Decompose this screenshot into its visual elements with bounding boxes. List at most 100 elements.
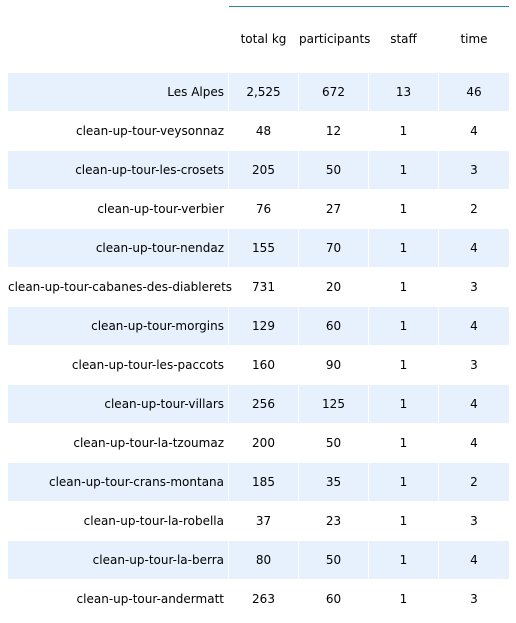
row-staff-cell: 1	[399, 280, 408, 294]
row-name-cell: clean-up-tour-les-paccots	[8, 346, 228, 384]
row-participants-cell: 27	[325, 202, 342, 216]
row-staff-cell: 1	[369, 307, 438, 345]
row-name-cell: clean-up-tour-la-berra	[8, 541, 228, 579]
row-time-cell: 3	[439, 151, 509, 189]
row-total-kg-cell: 48	[255, 124, 272, 138]
row-name-label: clean-up-tour-la-tzoumaz	[73, 436, 224, 450]
row-name-label: clean-up-tour-verbier	[97, 202, 224, 216]
table-row: clean-up-tour-la-robella 37 23 1 3	[0, 502, 516, 541]
row-name-label: clean-up-tour-villars	[104, 397, 224, 411]
row-total-kg-cell: 731	[252, 280, 275, 294]
row-time-cell: 3	[470, 514, 478, 528]
row-staff-cell: 13	[369, 73, 438, 111]
row-staff-cell: 1	[369, 463, 438, 501]
table-header-row: total kg participants staff time	[0, 7, 516, 72]
row-total-kg-cell: 37	[255, 514, 272, 528]
row-participants-cell: 125	[299, 385, 368, 423]
table-row: clean-up-tour-crans-montana 185 35 1 2	[0, 463, 516, 502]
row-total-kg-cell: 155	[229, 229, 298, 267]
row-total-kg-cell: 256	[229, 385, 298, 423]
row-participants-cell: 50	[325, 436, 342, 450]
row-name-label: clean-up-tour-nendaz	[95, 241, 224, 255]
column-header-total-kg: total kg	[240, 32, 287, 46]
row-name-cell: clean-up-tour-verbier	[8, 190, 228, 228]
row-time-cell: 4	[439, 541, 509, 579]
row-time-cell: 4	[439, 229, 509, 267]
row-total-kg-cell: 185	[229, 463, 298, 501]
row-staff-cell: 1	[399, 202, 408, 216]
row-total-kg-cell: 129	[229, 307, 298, 345]
row-staff-cell: 1	[369, 151, 438, 189]
row-name-label: clean-up-tour-les-paccots	[71, 358, 224, 372]
table-row: clean-up-tour-andermatt 263 60 1 3	[0, 580, 516, 619]
row-name-cell: clean-up-tour-villars	[8, 385, 228, 423]
row-name-label: clean-up-tour-cabanes-des-diablerets	[8, 280, 233, 294]
row-participants-cell: 60	[325, 592, 342, 606]
row-name-label: clean-up-tour-andermatt	[76, 592, 224, 606]
column-header-participants: participants	[299, 32, 371, 46]
row-name-cell: clean-up-tour-nendaz	[8, 229, 228, 267]
row-participants-cell: 672	[299, 73, 368, 111]
table-row: clean-up-tour-la-berra 80 50 1 4	[0, 541, 516, 580]
table-row: clean-up-tour-cabanes-des-diablerets 731 2…	[0, 268, 516, 307]
table-row: clean-up-tour-villars 256 125 1 4	[0, 385, 516, 424]
row-name-label: clean-up-tour-les-crosets	[75, 163, 224, 177]
row-total-kg-cell: 76	[255, 202, 272, 216]
row-name-cell: Les Alpes	[8, 73, 228, 111]
row-staff-cell: 1	[399, 592, 408, 606]
row-participants-cell: 20	[325, 280, 342, 294]
row-total-kg-cell: 263	[252, 592, 275, 606]
row-time-cell: 4	[439, 385, 509, 423]
row-staff-cell: 1	[369, 541, 438, 579]
row-name-cell: clean-up-tour-les-crosets	[8, 151, 228, 189]
table-row: clean-up-tour-les-crosets 205 50 1 3	[0, 151, 516, 190]
row-staff-cell: 1	[399, 436, 408, 450]
row-time-cell: 46	[439, 73, 509, 111]
row-name-cell: clean-up-tour-veysonnaz	[8, 112, 228, 150]
row-participants-cell: 70	[299, 229, 368, 267]
table-row: clean-up-tour-les-paccots 160 90 1 3	[0, 346, 516, 385]
row-participants-cell: 60	[299, 307, 368, 345]
row-participants-cell: 12	[325, 124, 342, 138]
row-name-cell: clean-up-tour-la-robella	[8, 502, 228, 540]
table-row: Les Alpes 2,525 672 13 46	[0, 73, 516, 112]
table-row: clean-up-tour-morgins 129 60 1 4	[0, 307, 516, 346]
row-participants-cell: 90	[325, 358, 342, 372]
row-time-cell: 3	[470, 280, 478, 294]
row-time-cell: 3	[470, 592, 478, 606]
table-row: clean-up-tour-nendaz 155 70 1 4	[0, 229, 516, 268]
row-participants-cell: 50	[299, 541, 368, 579]
row-name-label: Les Alpes	[167, 85, 224, 99]
row-name-cell: clean-up-tour-andermatt	[8, 580, 228, 618]
row-name-label: clean-up-tour-morgins	[91, 319, 224, 333]
row-name-label: clean-up-tour-veysonnaz	[75, 124, 224, 138]
column-header-staff: staff	[390, 32, 417, 46]
row-name-cell: clean-up-tour-crans-montana	[8, 463, 228, 501]
row-total-kg-cell: 205	[229, 151, 298, 189]
row-name-cell: clean-up-tour-la-tzoumaz	[8, 424, 228, 462]
table-row: clean-up-tour-verbier 76 27 1 2	[0, 190, 516, 229]
row-time-cell: 4	[470, 124, 478, 138]
row-time-cell: 4	[439, 307, 509, 345]
row-time-cell: 4	[470, 436, 478, 450]
row-staff-cell: 1	[369, 229, 438, 267]
row-total-kg-cell: 160	[252, 358, 275, 372]
row-participants-cell: 23	[325, 514, 342, 528]
row-total-kg-cell: 2,525	[229, 73, 298, 111]
row-name-label: clean-up-tour-la-berra	[92, 553, 224, 567]
row-staff-cell: 1	[399, 514, 408, 528]
row-time-cell: 3	[470, 358, 478, 372]
row-staff-cell: 1	[369, 385, 438, 423]
table-row: clean-up-tour-la-tzoumaz 200 50 1 4	[0, 424, 516, 463]
row-participants-cell: 50	[299, 151, 368, 189]
row-participants-cell: 35	[299, 463, 368, 501]
row-total-kg-cell: 200	[252, 436, 275, 450]
header-top-rule	[229, 6, 509, 7]
row-staff-cell: 1	[399, 124, 408, 138]
row-time-cell: 2	[470, 202, 478, 216]
row-name-cell: clean-up-tour-cabanes-des-diablerets	[8, 268, 232, 306]
table-row: clean-up-tour-veysonnaz 48 12 1 4	[0, 112, 516, 151]
row-time-cell: 2	[439, 463, 509, 501]
row-name-cell: clean-up-tour-morgins	[8, 307, 228, 345]
row-name-label: clean-up-tour-crans-montana	[48, 475, 224, 489]
